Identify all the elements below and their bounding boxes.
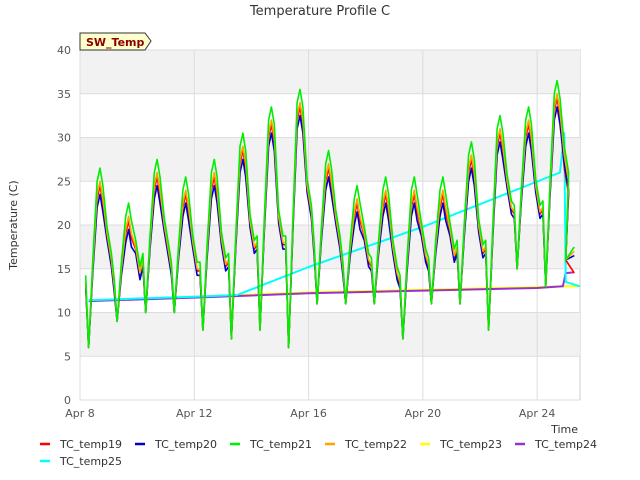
legend-label-TC_temp20: TC_temp20 xyxy=(154,438,217,451)
y-tick-label: 20 xyxy=(57,219,71,232)
y-tick-label: 10 xyxy=(57,307,71,320)
x-axis-label: Time xyxy=(550,423,578,436)
legend-label-TC_temp23: TC_temp23 xyxy=(439,438,502,451)
x-tick-label: Apr 12 xyxy=(176,407,213,420)
sw-temp-badge: SW_Temp xyxy=(79,32,152,51)
y-tick-label: 0 xyxy=(64,394,71,407)
legend: TC_temp19 TC_temp20 TC_temp21 TC_temp22 TC_t… xyxy=(40,438,597,468)
legend-label-TC_temp25: TC_temp25 xyxy=(59,455,122,468)
y-axis: 0 5 10 15 20 25 30 35 40 xyxy=(57,44,71,407)
grid-band xyxy=(80,312,580,357)
x-tick-label: Apr 8 xyxy=(65,407,95,420)
x-tick-label: Apr 20 xyxy=(405,407,442,420)
y-axis-label: Temperature (C) xyxy=(7,180,20,270)
plot-area xyxy=(79,49,581,401)
chart-title: Temperature Profile C xyxy=(249,4,390,19)
grid-band xyxy=(80,50,580,94)
legend-label-TC_temp22: TC_temp22 xyxy=(344,438,407,451)
y-tick-label: 30 xyxy=(57,132,71,145)
x-tick-label: Apr 24 xyxy=(519,407,556,420)
y-tick-label: 15 xyxy=(57,263,71,276)
x-axis: Apr 8 Apr 12 Apr 16 Apr 20 Apr 24 xyxy=(65,407,555,420)
legend-label-TC_temp21: TC_temp21 xyxy=(249,438,312,451)
grid-band xyxy=(80,225,580,269)
series-line-TC_temp21 xyxy=(84,79,575,349)
series-layer xyxy=(84,79,581,349)
legend-label-TC_temp24: TC_temp24 xyxy=(534,438,597,451)
x-tick-label: Apr 16 xyxy=(290,407,327,420)
y-tick-label: 25 xyxy=(57,175,71,188)
y-tick-label: 5 xyxy=(64,350,71,363)
badge-label: SW_Temp xyxy=(86,36,145,49)
y-tick-label: 35 xyxy=(57,88,71,101)
y-tick-label: 40 xyxy=(57,44,71,57)
legend-label-TC_temp19: TC_temp19 xyxy=(59,438,122,451)
